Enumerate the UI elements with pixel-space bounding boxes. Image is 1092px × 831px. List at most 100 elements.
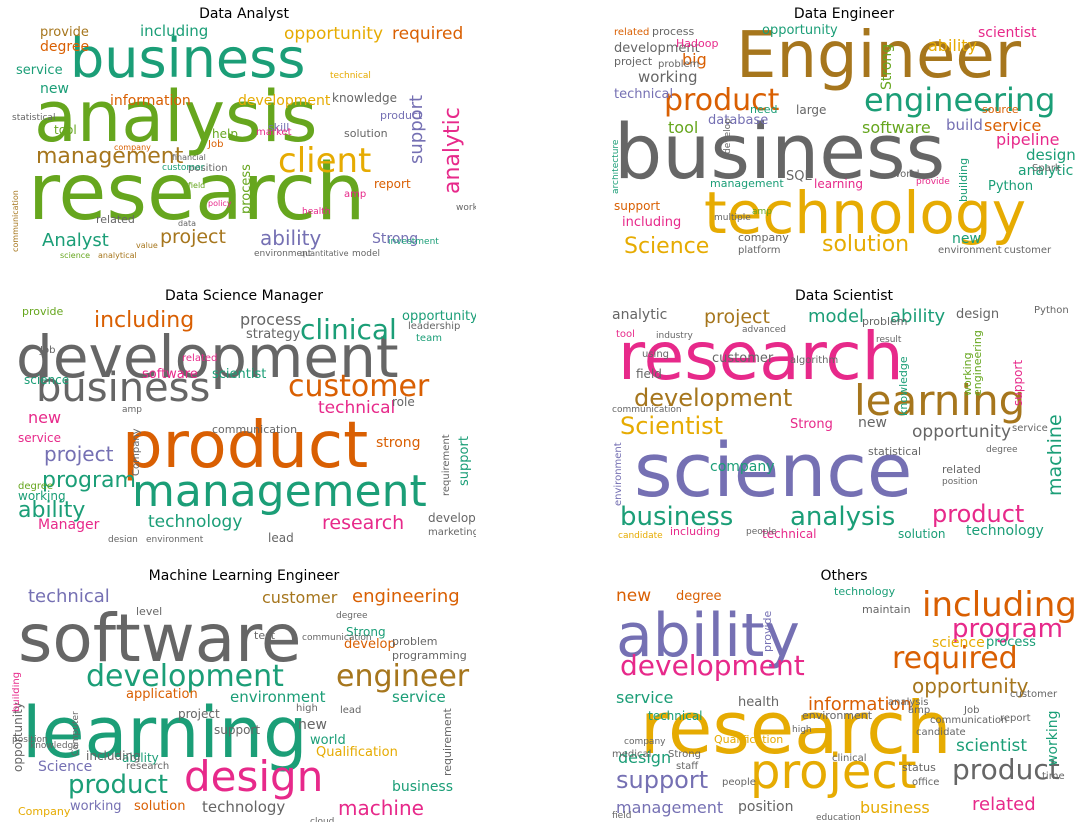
cloud-word-communication: communication [212, 423, 298, 436]
cloud-word-engineer: engineer [336, 659, 470, 694]
cloud-word-test: test [254, 629, 276, 642]
cloud-word-using: using [642, 349, 670, 360]
cloud-word-health: health [738, 695, 780, 710]
cloud-word-ability: ability [928, 36, 978, 55]
cloud-word-education: education [816, 813, 861, 823]
cloud-word-position: position [942, 477, 978, 487]
cloud-word-learning: learning [814, 177, 863, 191]
cloud-word-research: research [618, 318, 904, 395]
cloud-word-building: building [957, 157, 970, 202]
panel-title: Others [820, 568, 868, 584]
cloud-word-strong: Strong [879, 43, 895, 90]
cloud-word-machine: machine [338, 796, 424, 820]
cloud-word-required: required [892, 641, 1018, 676]
cloud-word-research: research [28, 148, 366, 238]
cloud-word-analysis: analysis [34, 76, 318, 158]
cloud-word-provide: provide [916, 177, 950, 187]
cloud-word-including: including [140, 24, 209, 40]
cloud-word-position: position [738, 799, 794, 815]
cloud-word-new: new [858, 415, 887, 431]
panel-title: Machine Learning Engineer [148, 568, 340, 584]
cloud-word-process: process [652, 25, 695, 38]
cloud-word-communication: communication [930, 715, 1008, 726]
cloud-word-analytic: analytic [612, 307, 668, 323]
cloud-word-people: people [746, 527, 777, 537]
cloud-word-pipeline: pipeline [996, 130, 1060, 149]
cloud-word-marketing: marketing [428, 527, 476, 538]
cloud-word-knowledge: knowledge [332, 91, 398, 105]
cloud-word-tool: tool [54, 123, 77, 137]
cloud-word-technology: technology [148, 512, 243, 532]
cloud-word-report: report [1000, 713, 1031, 724]
cloud-word-computer: Computer [71, 711, 81, 756]
cloud-word-software: software [142, 367, 198, 382]
cloud-word-project: project [160, 226, 226, 248]
cloud-word-company: company [114, 143, 151, 152]
cloud-word-development: development [620, 649, 805, 682]
cloud-word-research: research [126, 761, 170, 772]
cloud-word-develop: develop [344, 637, 396, 652]
cloud-word-information: information [110, 93, 191, 109]
cloud-word-platform: platform [738, 245, 781, 256]
cloud-word-analyst: Analyst [42, 230, 109, 251]
cloud-word-support: support [406, 94, 427, 164]
cloud-word-design: design [108, 535, 138, 543]
cloud-word-degree: degree [986, 445, 1018, 455]
cloud-word-ability: ability [18, 498, 86, 523]
wordcloud-panel-data-analyst: Data Analyst business analysis research … [12, 4, 476, 260]
cloud-word-degree: degree [336, 611, 368, 621]
cloud-word-service: service [16, 63, 63, 78]
panel-title: Data Science Manager [165, 288, 323, 304]
cloud-word-architecture: architecture [612, 139, 621, 194]
cloud-word-analytic: analytic [1018, 163, 1074, 179]
cloud-word-new: new [40, 81, 69, 97]
cloud-word-communication: communication [12, 190, 20, 252]
cloud-word-design: design [618, 748, 672, 767]
cloud-word-solution: solution [822, 232, 910, 257]
cloud-word-staff: staff [676, 761, 699, 772]
cloud-word-health: health [302, 207, 331, 217]
cloud-word-including: including [94, 308, 195, 333]
cloud-word-high: high [792, 725, 812, 735]
cloud-word-company: Company [131, 428, 142, 476]
cloud-word-position: position [188, 163, 228, 174]
cloud-word-spark: Spark [1032, 163, 1061, 174]
wordcloud-panel-data-engineer: Data Engineer Engineer business technolo… [612, 4, 1076, 260]
cloud-word-leadership: leadership [408, 321, 461, 332]
cloud-word-related: related [972, 794, 1036, 815]
cloud-word-support: support [614, 199, 661, 213]
cloud-word-candidate: candidate [916, 727, 966, 738]
cloud-word-engineering: engineering [864, 81, 1056, 119]
cloud-word-investment: investment [388, 237, 439, 247]
cloud-word-ability: ability [122, 751, 159, 765]
cloud-word-big: big [682, 50, 707, 69]
cloud-word-solution: solution [134, 799, 186, 814]
cloud-word-policy: policy [208, 199, 232, 208]
cloud-word-service: service [18, 431, 61, 445]
cloud-word-required: required [392, 24, 464, 44]
cloud-word-program: program [952, 614, 1063, 644]
cloud-word-support: support [616, 766, 709, 794]
cloud-word-provide: provide [761, 610, 774, 652]
cloud-word-process: process [240, 310, 302, 329]
cloud-word-research: research [322, 512, 405, 534]
cloud-word-environment: environment [938, 245, 1002, 256]
cloud-word-new: new [298, 717, 327, 733]
cloud-word-need: need [750, 103, 778, 116]
cloud-word-management: management [132, 466, 427, 517]
cloud-word-python: Python [1034, 306, 1069, 316]
cloud-word-amp: amp [344, 189, 367, 200]
word-cloud: research science learning development Sc… [612, 306, 1076, 542]
cloud-word-statistical: statistical [12, 113, 56, 123]
cloud-word-support: support [214, 723, 261, 737]
cloud-word-project: project [750, 744, 917, 800]
cloud-word-scientist: scientist [978, 25, 1037, 41]
cloud-word-communication: communication [302, 633, 372, 643]
cloud-word-learning: learning [22, 692, 308, 774]
cloud-word-project: project [704, 306, 770, 328]
cloud-word-science: Science [38, 759, 93, 775]
wordcloud-panel-data-scientist: Data Scientist research science learning… [612, 286, 1076, 542]
cloud-word-multiple: multiple [714, 213, 751, 223]
cloud-word-job: Job [964, 705, 980, 716]
cloud-word-help: help [212, 127, 238, 141]
